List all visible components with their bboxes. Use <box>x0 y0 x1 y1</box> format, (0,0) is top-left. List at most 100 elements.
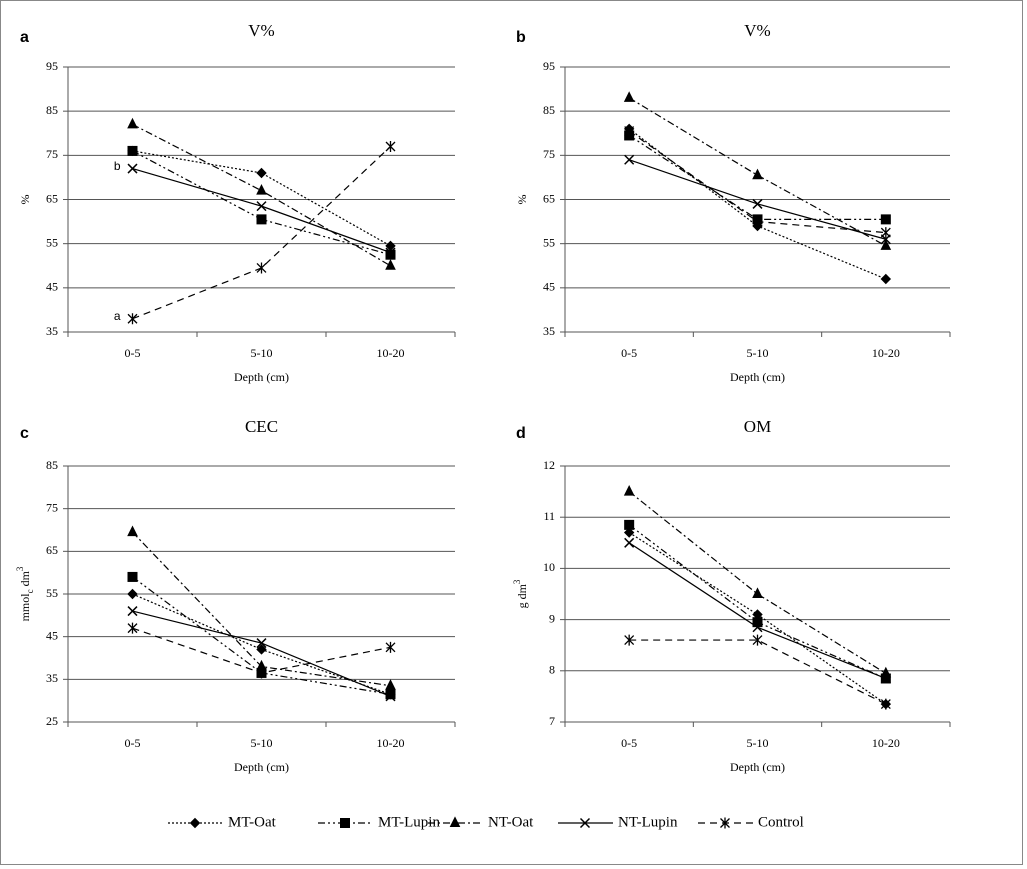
marker <box>624 537 635 548</box>
x-axis-label: Depth (cm) <box>234 370 289 384</box>
panel-label: b <box>516 29 526 46</box>
x-tick-label: 10-20 <box>872 736 900 750</box>
marker <box>256 214 267 225</box>
x-tick-label: 10-20 <box>377 736 405 750</box>
marker <box>624 154 635 165</box>
x-tick-label: 5-10 <box>251 346 273 360</box>
x-axis-label: Depth (cm) <box>234 760 289 774</box>
y-tick-label: 95 <box>543 59 555 73</box>
marker <box>256 201 267 212</box>
x-tick-label: 0-5 <box>125 346 141 360</box>
y-label-part: % <box>18 195 32 205</box>
y-tick-label: 55 <box>46 586 58 600</box>
marker <box>880 214 891 225</box>
marker <box>880 239 892 250</box>
marker <box>127 525 138 537</box>
marker <box>624 634 635 646</box>
y-tick-label: 9 <box>549 611 555 625</box>
series-line <box>629 639 887 705</box>
marker <box>385 679 396 690</box>
marker <box>127 163 138 174</box>
marker <box>579 817 591 829</box>
marker <box>127 588 138 600</box>
y-label-part: dm <box>18 570 32 589</box>
chart-title: V% <box>744 21 770 40</box>
y-tick-label: 35 <box>543 324 555 338</box>
y-axis-label: % <box>18 195 32 205</box>
x-axis-label: Depth (cm) <box>730 760 785 774</box>
marker <box>720 817 730 829</box>
marker <box>256 184 267 195</box>
annotation: a <box>114 309 121 323</box>
y-tick-label: 75 <box>46 147 58 161</box>
x-tick-label: 0-5 <box>621 736 637 750</box>
marker <box>752 168 763 180</box>
marker <box>752 198 763 209</box>
legend-label: MT-Oat <box>228 814 277 830</box>
marker <box>256 644 267 655</box>
marker <box>127 145 138 156</box>
marker <box>752 587 763 598</box>
marker <box>127 622 138 634</box>
marker <box>385 247 396 258</box>
marker <box>623 527 635 538</box>
annotation: b <box>114 159 121 173</box>
y-label-part: 3 <box>512 579 522 584</box>
y-tick-label: 85 <box>543 103 555 117</box>
y-tick-label: 85 <box>46 103 58 117</box>
y-tick-label: 75 <box>543 147 555 161</box>
marker <box>880 273 892 285</box>
panel-label: c <box>20 425 29 442</box>
marker <box>256 262 267 274</box>
x-tick-label: 10-20 <box>872 346 900 360</box>
y-tick-label: 45 <box>46 280 58 294</box>
marker <box>127 313 138 325</box>
panel-label: a <box>20 29 29 46</box>
marker <box>880 227 891 239</box>
y-axis-label: % <box>515 195 529 205</box>
y-label-part: mmol <box>18 593 32 622</box>
chart-title: V% <box>248 21 274 40</box>
marker <box>127 606 138 617</box>
y-tick-label: 95 <box>46 59 58 73</box>
y-tick-label: 7 <box>549 714 555 728</box>
series-line <box>628 97 887 247</box>
legend: MT-Oat MT-Lupin NT-Oat NT-Lupin Control <box>168 814 804 830</box>
y-tick-label: 55 <box>543 235 555 249</box>
y-axis-label: g dm3 <box>512 579 529 608</box>
y-tick-label: 55 <box>46 235 58 249</box>
marker <box>385 259 396 270</box>
y-tick-label: 25 <box>46 714 58 728</box>
marker <box>256 667 267 679</box>
y-label-part: % <box>515 195 529 205</box>
series-line <box>628 134 886 220</box>
legend-label: MT-Lupin <box>378 814 440 830</box>
legend-label: NT-Lupin <box>618 814 678 830</box>
marker <box>256 167 267 179</box>
marker <box>623 91 635 102</box>
y-label-part: c <box>25 589 35 593</box>
y-tick-label: 10 <box>543 560 555 574</box>
y-tick-label: 65 <box>46 191 58 205</box>
marker <box>385 691 396 702</box>
legend-label: Control <box>758 814 804 830</box>
legend-label: NT-Oat <box>488 814 534 830</box>
marker <box>752 216 763 228</box>
y-tick-label: 35 <box>46 671 58 685</box>
marker <box>340 818 350 828</box>
y-tick-label: 35 <box>46 324 58 338</box>
y-tick-label: 45 <box>46 628 58 642</box>
y-axis-label: mmolc dm3 <box>15 566 35 621</box>
panel-label: d <box>516 425 526 442</box>
marker <box>127 571 138 582</box>
y-tick-label: 12 <box>543 458 555 472</box>
y-tick-label: 75 <box>46 500 58 514</box>
marker <box>127 117 138 129</box>
y-label-part: g dm <box>515 583 529 608</box>
marker <box>752 634 763 646</box>
marker <box>449 816 461 827</box>
chart-title: CEC <box>245 417 278 436</box>
y-tick-label: 65 <box>46 543 58 557</box>
